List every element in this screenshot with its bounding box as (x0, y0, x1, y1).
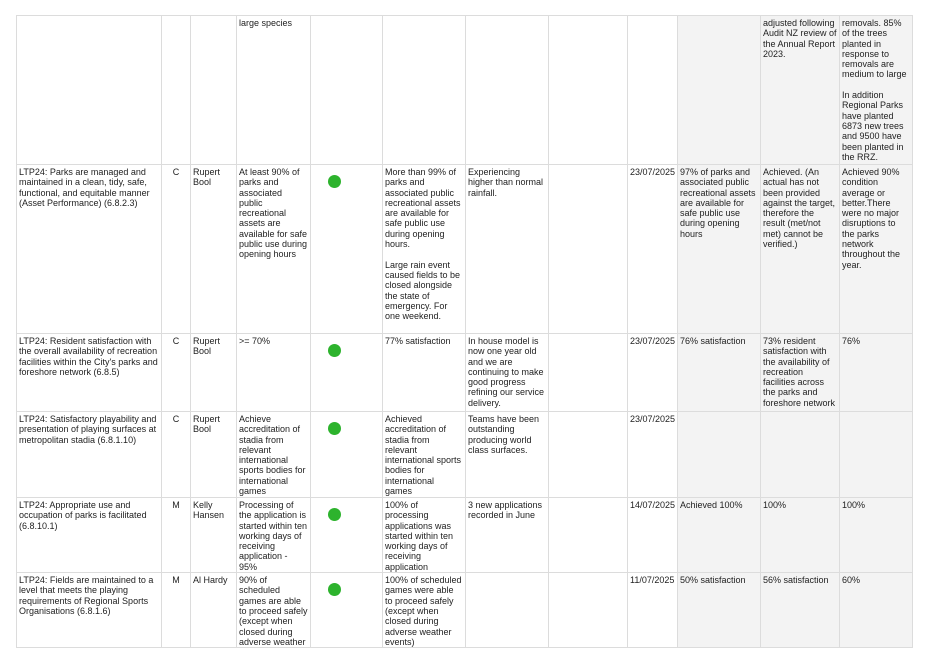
cell-comment: Teams have been outstanding producing wo… (465, 411, 549, 498)
cell-target: >= 70% (236, 333, 311, 412)
cell-result: More than 99% of parks and associated pu… (382, 164, 466, 334)
cell-measure: LTP24: Appropriate use and occupation of… (16, 496, 162, 574)
cell-type: C (161, 411, 191, 498)
cell-type (161, 15, 191, 165)
cell-target: large species (236, 15, 311, 165)
cell-extra (548, 15, 628, 165)
cell-audit: 56% satisfaction (760, 572, 840, 649)
status-green-dot-icon (328, 583, 341, 597)
cell-extra (548, 496, 628, 574)
cell-extra (548, 572, 628, 649)
cell-comment: 3 new applications recorded in June (465, 496, 549, 574)
cell-result: Achieved accreditation of stadia from re… (382, 411, 466, 498)
cell-target: Achieve accreditation of stadia from rel… (236, 411, 311, 498)
cell-owner: Al Hardy (190, 572, 237, 649)
cell-measure: LTP24: Fields are maintained to a level … (16, 572, 162, 649)
table-row: LTP24: Parks are managed and maintained … (16, 164, 913, 334)
cell-measure (16, 15, 162, 165)
table-row: large species adjusted following Audit NZ… (16, 15, 913, 165)
cell-prior (677, 411, 761, 498)
cell-target: Processing of the application is started… (236, 496, 311, 574)
cell-date: 23/07/2025 (627, 164, 678, 334)
cell-history: Achieved 90% condition average or better… (839, 164, 913, 334)
cell-date: 23/07/2025 (627, 333, 678, 412)
cell-status (310, 15, 383, 165)
cell-owner (190, 15, 237, 165)
cell-audit (760, 411, 840, 498)
cell-status (310, 411, 383, 498)
cell-prior (677, 15, 761, 165)
cell-type: M (161, 496, 191, 574)
cell-owner: Rupert Bool (190, 164, 237, 334)
cell-comment (465, 572, 549, 649)
cell-date: 23/07/2025 (627, 411, 678, 498)
status-green-dot-icon (328, 508, 341, 521)
cell-extra (548, 333, 628, 412)
cell-extra (548, 164, 628, 334)
cell-history: 100% (839, 496, 913, 574)
cell-prior: Achieved 100% (677, 496, 761, 574)
cell-audit: 73% resident satisfaction with the avail… (760, 333, 840, 412)
cell-measure: LTP24: Resident satisfaction with the ov… (16, 333, 162, 412)
cell-owner: Rupert Bool (190, 411, 237, 498)
cell-owner: Kelly Hansen (190, 496, 237, 574)
cell-history (839, 411, 913, 498)
performance-measures-table: large species adjusted following Audit NZ… (16, 15, 913, 649)
cell-prior: 97% of parks and associated public recre… (677, 164, 761, 334)
cell-owner: Rupert Bool (190, 333, 237, 412)
cell-result (382, 15, 466, 165)
cell-status (310, 333, 383, 412)
cell-history: 60% (839, 572, 913, 649)
cell-status (310, 496, 383, 574)
cell-comment: Experiencing higher than normal rainfall… (465, 164, 549, 334)
cell-type: C (161, 164, 191, 334)
cell-date (627, 15, 678, 165)
cell-type: C (161, 333, 191, 412)
cell-audit: Achieved. (An actual has not been provid… (760, 164, 840, 334)
cell-extra (548, 411, 628, 498)
cell-status (310, 164, 383, 334)
cell-prior: 76% satisfaction (677, 333, 761, 412)
cell-measure: LTP24: Satisfactory playability and pres… (16, 411, 162, 498)
cell-result: 100% of processing applications was star… (382, 496, 466, 574)
status-green-dot-icon (328, 344, 341, 357)
status-green-dot-icon (328, 422, 341, 435)
cell-measure: LTP24: Parks are managed and maintained … (16, 164, 162, 334)
cell-date: 14/07/2025 (627, 496, 678, 574)
cell-audit: 100% (760, 496, 840, 574)
cell-date: 11/07/2025 (627, 572, 678, 649)
cell-comment: In house model is now one year old and w… (465, 333, 549, 412)
table-row: LTP24: Appropriate use and occupation of… (16, 496, 913, 574)
table-row: LTP24: Satisfactory playability and pres… (16, 411, 913, 498)
cell-result: 77% satisfaction (382, 333, 466, 412)
table-row: LTP24: Resident satisfaction with the ov… (16, 333, 913, 412)
cell-status (310, 572, 383, 649)
cell-history: 76% (839, 333, 913, 412)
cell-prior: 50% satisfaction (677, 572, 761, 649)
cell-target: 90% of scheduled games are able to proce… (236, 572, 311, 649)
cell-target: At least 90% of parks and associated pub… (236, 164, 311, 334)
cell-comment (465, 15, 549, 165)
cell-audit: adjusted following Audit NZ review of th… (760, 15, 840, 165)
table-row: LTP24: Fields are maintained to a level … (16, 572, 913, 649)
cell-history: removals. 85% of the trees planted in re… (839, 15, 913, 165)
cell-type: M (161, 572, 191, 649)
cell-result: 100% of scheduled games were able to pro… (382, 572, 466, 649)
status-green-dot-icon (328, 175, 341, 188)
